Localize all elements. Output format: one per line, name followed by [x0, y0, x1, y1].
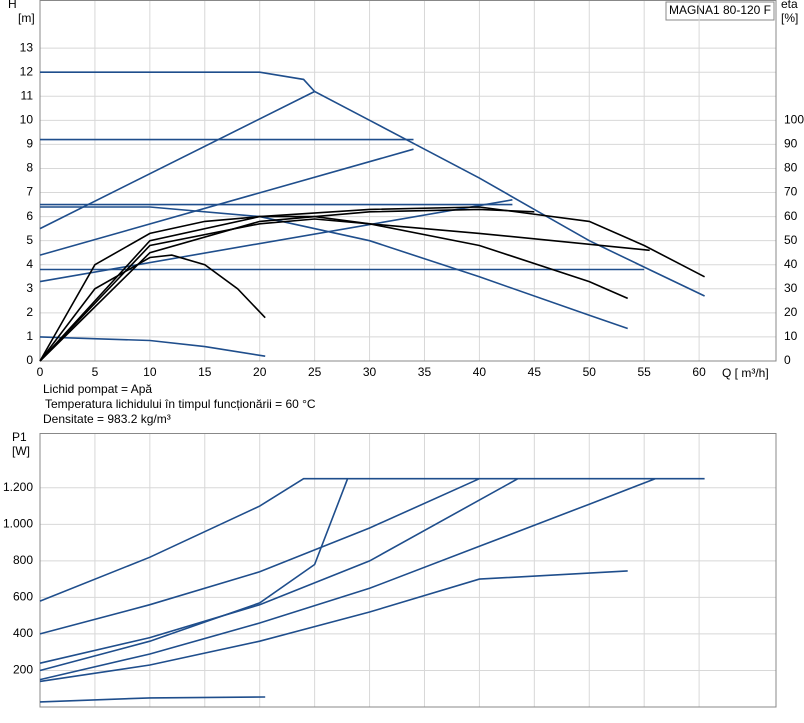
y-tick-label: 800: [13, 553, 33, 567]
y-tick-label: 200: [13, 663, 33, 677]
y2-tick-label: 100: [784, 113, 804, 127]
y-axis-unit: [m]: [18, 11, 35, 25]
curve: [39, 218, 650, 362]
fluid-note: Lichid pompat = Apă: [43, 382, 152, 396]
plot-frame: [39, 433, 777, 708]
curve: [39, 478, 519, 664]
y2-axis-label: eta: [781, 0, 798, 11]
model-box: [665, 1, 775, 21]
y-tick-label: 5: [26, 233, 33, 247]
y-axis-label: H: [8, 0, 17, 11]
y-tick-label: 10: [20, 113, 34, 127]
curve: [39, 477, 480, 635]
y-axis-label: P1: [12, 430, 27, 444]
y2-tick-label: 20: [784, 305, 798, 319]
curve: [39, 696, 266, 703]
curve: [40, 206, 628, 330]
y2-tick-label: 10: [784, 329, 798, 343]
x-tick-label: 15: [198, 365, 212, 379]
y2-tick-label: 60: [784, 209, 798, 223]
curve: [39, 254, 266, 362]
y-tick-label: 12: [20, 64, 34, 78]
x-axis-label: Q [ m³/h]: [722, 366, 769, 380]
model-label: MAGNA1 80-120 F: [669, 3, 771, 17]
curve: [39, 336, 266, 357]
y-axis-unit: [W]: [12, 444, 30, 458]
x-tick-label: 40: [473, 365, 487, 379]
y-tick-label: 600: [13, 590, 33, 604]
curve: [39, 208, 535, 362]
density-note: Densitate = 983.2 kg/m³: [43, 412, 171, 426]
curve: [39, 477, 656, 681]
curve: [39, 478, 349, 672]
x-tick-label: 60: [692, 365, 706, 379]
y-tick-label: 2: [26, 305, 33, 319]
y-tick-label: 0: [26, 353, 33, 367]
curve: [39, 199, 513, 283]
y-tick-label: 4: [26, 257, 33, 271]
y2-tick-label: 40: [784, 257, 798, 271]
y-tick-label: 1.000: [3, 517, 33, 531]
x-tick-label: 10: [143, 365, 157, 379]
plot-frame: [39, 0, 777, 362]
temperature-note: Temperatura lichidului în timpul funcțio…: [45, 397, 316, 411]
curve: [39, 570, 628, 683]
y2-tick-label: 30: [784, 281, 798, 295]
x-tick-label: 5: [92, 365, 99, 379]
y-tick-label: 1.200: [3, 480, 33, 494]
x-tick-label: 20: [253, 365, 267, 379]
y2-tick-label: 0: [784, 353, 791, 367]
y2-axis-unit: [%]: [781, 11, 798, 25]
curve: [39, 477, 705, 602]
y-tick-label: 8: [26, 161, 33, 175]
y2-tick-label: 80: [784, 161, 798, 175]
y-tick-label: 3: [26, 281, 33, 295]
x-tick-label: 25: [308, 365, 322, 379]
curve: [39, 90, 315, 230]
x-tick-label: 30: [363, 365, 377, 379]
x-tick-label: 0: [37, 365, 44, 379]
y2-tick-label: 90: [784, 137, 798, 151]
x-tick-label: 45: [528, 365, 542, 379]
curve: [39, 206, 705, 362]
x-tick-label: 50: [583, 365, 597, 379]
curve: [39, 148, 414, 256]
y-tick-label: 11: [21, 88, 34, 102]
y-tick-label: 9: [26, 137, 33, 151]
y-tick-label: 6: [26, 209, 33, 223]
x-tick-label: 35: [418, 365, 432, 379]
curve: [39, 215, 629, 362]
y-tick-label: 7: [26, 185, 33, 199]
y-tick-label: 1: [26, 329, 33, 343]
y-tick-label: 13: [20, 40, 34, 54]
y2-tick-label: 50: [784, 233, 798, 247]
y2-tick-label: 70: [784, 185, 798, 199]
y-tick-label: 400: [13, 626, 33, 640]
x-tick-label: 55: [637, 365, 651, 379]
